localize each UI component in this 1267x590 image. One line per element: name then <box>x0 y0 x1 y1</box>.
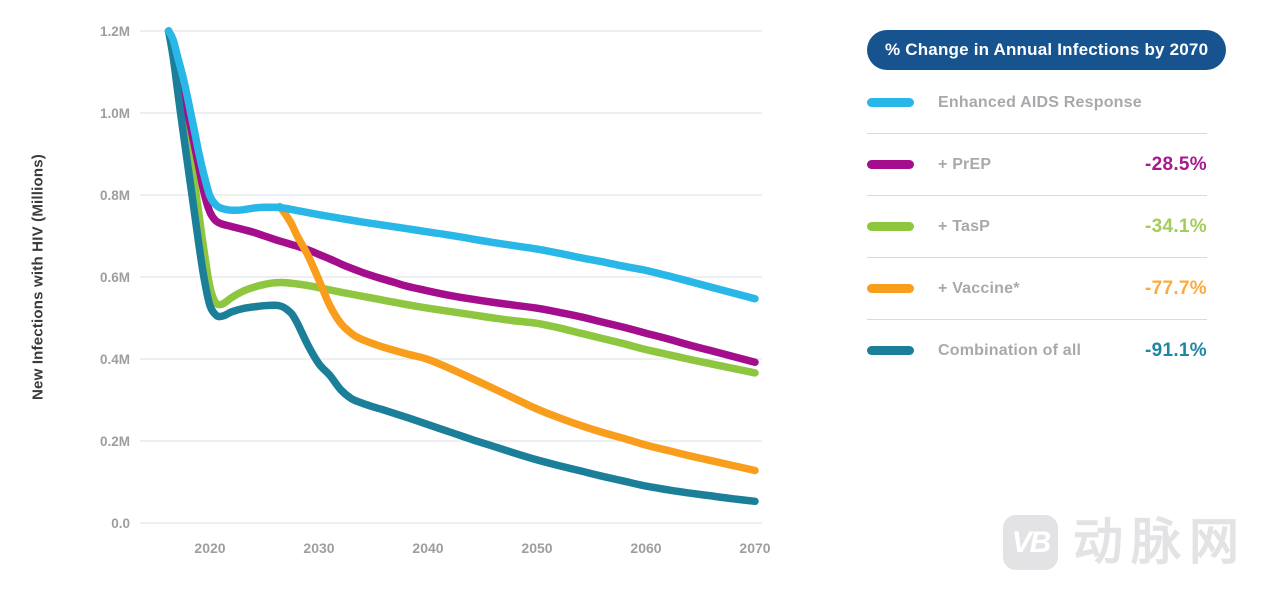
watermark-logo-icon: VB <box>1003 515 1058 570</box>
legend-item: + PrEP -28.5% <box>867 133 1207 195</box>
line-tasp <box>164 27 759 377</box>
legend-item-pct: -77.7% <box>1144 277 1207 299</box>
legend-swatch-icon <box>867 160 914 169</box>
legend-item-label: Enhanced AIDS Response <box>938 93 1142 111</box>
y-tick-label: 0.8M <box>100 188 130 203</box>
legend-title-badge: % Change in Annual Infections by 2070 <box>867 30 1227 70</box>
legend-item-label: Combination of all <box>938 341 1082 359</box>
x-tick-label: 2050 <box>521 540 552 556</box>
legend-item-label: + TasP <box>938 217 991 235</box>
y-axis-title: New Infections with HIV (Millions) <box>29 154 47 400</box>
y-tick-label: 1.0M <box>100 106 130 121</box>
legend-item-label: + Vaccine* <box>938 279 1020 297</box>
x-tick-label: 2040 <box>412 540 443 556</box>
line-prep <box>164 27 759 367</box>
legend-item-pct: -91.1% <box>1144 339 1207 361</box>
watermark-logo-text: VB <box>1011 525 1052 559</box>
watermark-text: 动脉网 <box>1073 514 1247 570</box>
legend-item-pct: -34.1% <box>1144 215 1207 237</box>
legend-swatch-icon <box>867 284 914 293</box>
line-combination-of-all <box>164 27 759 506</box>
legend-swatch-icon <box>867 222 914 231</box>
y-tick-label: 0.0 <box>111 516 130 531</box>
y-tick-label: 0.6M <box>100 270 130 285</box>
legend-item-pct: -28.5% <box>1144 153 1207 175</box>
line-vaccine <box>276 202 759 475</box>
x-tick-label: 2070 <box>739 540 770 556</box>
legend-item-label: + PrEP <box>938 155 992 173</box>
y-tick-label: 1.2M <box>100 24 130 39</box>
legend-items: Enhanced AIDS Response + PrEP -28.5% + TasP… <box>867 72 1207 381</box>
y-tick-label: 0.2M <box>100 434 130 449</box>
x-tick-label: 2060 <box>630 540 661 556</box>
line-chart: 1.2M 1.0M 0.8M 0.6M 0.4M 0.2M 0.0 2020 2030 2040 2… <box>100 24 771 556</box>
line-enhanced-aids-response <box>164 27 759 303</box>
legend-item: + Vaccine* -77.7% <box>867 257 1207 319</box>
y-tick-label: 0.4M <box>100 352 130 367</box>
x-tick-label: 2020 <box>194 540 225 556</box>
legend-item: Enhanced AIDS Response <box>867 72 1207 133</box>
watermark: VB 动脉网 <box>1003 515 1247 570</box>
legend-item: Combination of all -91.1% <box>867 319 1207 381</box>
legend-item: + TasP -34.1% <box>867 195 1207 257</box>
x-tick-label: 2030 <box>303 540 334 556</box>
legend-swatch-icon <box>867 346 914 355</box>
legend-swatch-icon <box>867 98 914 107</box>
legend-panel: % Change in Annual Infections by 2070 En… <box>867 30 1227 381</box>
